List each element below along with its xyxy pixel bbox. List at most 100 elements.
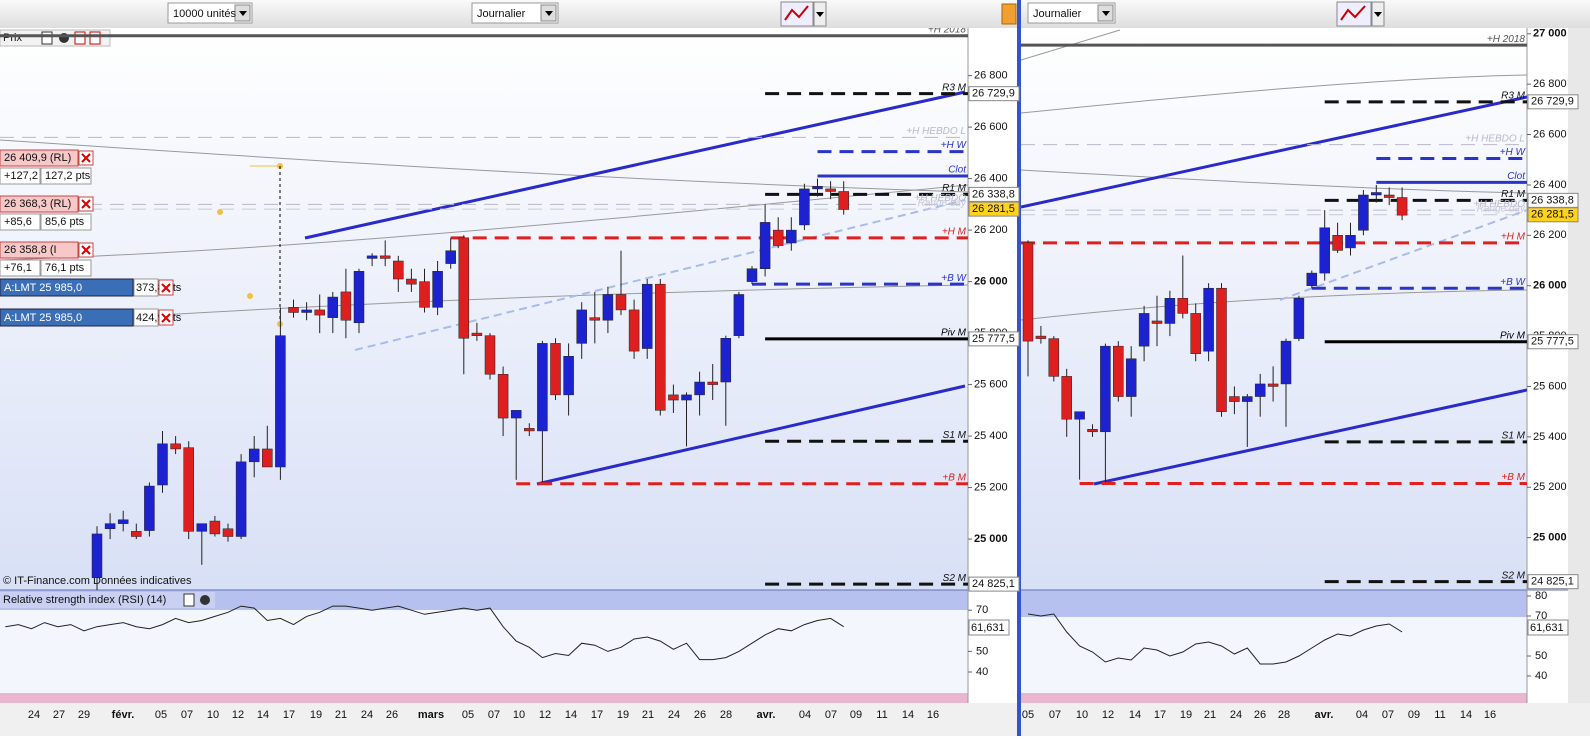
candle-body bbox=[720, 337, 732, 383]
indicator-button[interactable] bbox=[780, 1, 827, 27]
close-icon bbox=[81, 153, 91, 163]
level-label: S2 M bbox=[1502, 570, 1526, 581]
level-label: Clot bbox=[948, 165, 967, 176]
candle-body bbox=[222, 528, 234, 537]
candle-body bbox=[641, 283, 653, 349]
period: Journalier bbox=[477, 8, 526, 20]
x-tick-label: 14 bbox=[565, 709, 577, 721]
x-tick-label: 24 bbox=[28, 709, 40, 721]
period-select[interactable]: Journalier bbox=[471, 2, 559, 24]
candle-body bbox=[1151, 320, 1163, 324]
edge bbox=[1568, 28, 1590, 708]
candle-body bbox=[746, 268, 758, 282]
y-tick-label: 27 000 bbox=[1533, 28, 1567, 40]
close-icon bbox=[81, 245, 91, 255]
x-tick-label: 11 bbox=[876, 709, 887, 721]
candle-body bbox=[445, 250, 456, 264]
candle-body bbox=[1293, 298, 1305, 339]
level-label: +H HEBDO bbox=[1474, 199, 1526, 210]
candle-body bbox=[353, 271, 365, 324]
level-label: +H HEBDO bbox=[915, 193, 967, 204]
order-box[interactable] bbox=[0, 195, 79, 213]
candle-body bbox=[144, 485, 155, 531]
price-tag-text: 26 729,9 bbox=[1531, 96, 1574, 108]
order-change-box bbox=[0, 259, 41, 277]
candle-body bbox=[458, 237, 470, 339]
y-tick-label: 25 000 bbox=[974, 533, 1008, 545]
candle-body bbox=[1332, 235, 1343, 251]
x-tick-label: mars bbox=[418, 709, 444, 721]
rsi-tick-label: 70 bbox=[1535, 610, 1547, 622]
candle-body bbox=[248, 448, 260, 463]
x-tick-label: 12 bbox=[232, 709, 244, 721]
price-tag bbox=[1527, 94, 1579, 110]
rsi-tag bbox=[968, 619, 1010, 636]
candle-body bbox=[510, 410, 522, 419]
y-tick-label: 25 600 bbox=[974, 378, 1008, 390]
level-label: R1 M bbox=[1501, 189, 1526, 200]
x-tick-label: 24 bbox=[668, 709, 680, 721]
candle-body bbox=[655, 283, 666, 411]
panel-title: Prix bbox=[3, 32, 22, 44]
order-box[interactable] bbox=[0, 241, 79, 259]
order-points-box bbox=[40, 259, 92, 277]
rsi-tag-text: 61,631 bbox=[1530, 622, 1564, 634]
quantity-select[interactable]: 10000 unités bbox=[167, 2, 253, 24]
level-label: +H W bbox=[941, 140, 968, 151]
indicator-button[interactable] bbox=[1336, 1, 1385, 27]
candle-body bbox=[1048, 338, 1060, 377]
period-select-right[interactable]: Journalier bbox=[1027, 2, 1116, 24]
level-label: Piv M bbox=[1500, 330, 1526, 341]
candle-body bbox=[799, 188, 810, 226]
limit-box[interactable] bbox=[0, 308, 134, 327]
y-tick-label: 26 200 bbox=[1533, 229, 1567, 241]
candle-body bbox=[628, 309, 640, 352]
limit-box[interactable] bbox=[0, 278, 134, 297]
candle-body bbox=[576, 309, 587, 344]
candle-body bbox=[1113, 345, 1124, 397]
x-tick-label: avr. bbox=[1315, 709, 1334, 721]
rsi-tick-label: 50 bbox=[1535, 650, 1547, 662]
candle-body bbox=[1242, 396, 1253, 402]
x-tick-label: 14 bbox=[1460, 709, 1472, 721]
rsi-overbought bbox=[0, 590, 968, 610]
price-tag-text: 25 777,5 bbox=[972, 333, 1015, 345]
price-tag bbox=[968, 576, 1020, 592]
rsi-overbought-right bbox=[1021, 590, 1527, 617]
nav-button[interactable] bbox=[1001, 3, 1017, 25]
order-box[interactable] bbox=[0, 149, 79, 167]
x-tick-label: 10 bbox=[513, 709, 525, 721]
x-tick-label: 17 bbox=[283, 709, 295, 721]
limit-points-box bbox=[133, 308, 159, 327]
price-tag bbox=[1527, 334, 1579, 350]
plot: +H 2018 R3 M +H HEBDO L +H W Clot R1 M+H HEBD… bbox=[0, 24, 968, 590]
rsi-icons[interactable] bbox=[183, 593, 210, 607]
candle-body bbox=[183, 447, 194, 532]
x-tick-label: 17 bbox=[1154, 709, 1166, 721]
x-tick-label: 12 bbox=[1102, 709, 1114, 721]
rsi-tick-label: 50 bbox=[976, 645, 988, 657]
quantity: 10000 unités bbox=[173, 8, 236, 20]
candle-body bbox=[615, 294, 627, 311]
x-tick-label: 16 bbox=[927, 709, 939, 721]
y-tick-label: 26 400 bbox=[974, 173, 1008, 185]
x-axis-right bbox=[1021, 703, 1590, 736]
y-tick-label: 25 400 bbox=[974, 430, 1008, 442]
price-tag bbox=[968, 86, 1020, 102]
candle-body bbox=[497, 374, 509, 419]
x-tick-label: 09 bbox=[1408, 709, 1420, 721]
level-label: +H 2018 bbox=[928, 24, 967, 35]
candle-body bbox=[366, 255, 378, 259]
y-tick-label: 26 000 bbox=[974, 276, 1008, 288]
order-change-box bbox=[0, 213, 41, 231]
candle-body bbox=[1035, 335, 1047, 339]
x-tick-label: 19 bbox=[617, 709, 629, 721]
rsi-area bbox=[0, 610, 968, 693]
x-tick-label: 07 bbox=[1049, 709, 1061, 721]
x-tick-label: févr. bbox=[112, 709, 135, 721]
price-area-right bbox=[1021, 28, 1527, 590]
candle-body bbox=[524, 428, 535, 432]
x-tick-label: 19 bbox=[1180, 709, 1192, 721]
y-tick-label: 25 600 bbox=[1533, 380, 1567, 392]
candle-body bbox=[1216, 287, 1227, 412]
